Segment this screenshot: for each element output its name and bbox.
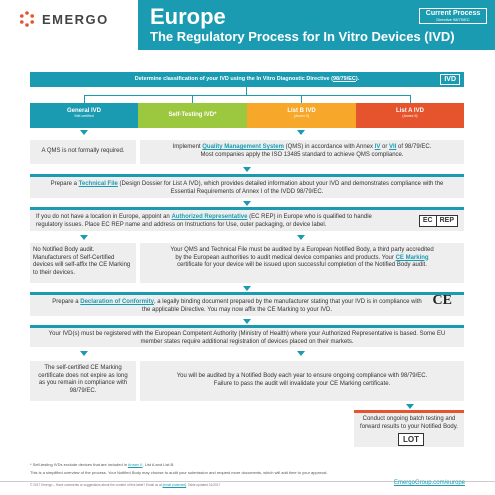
column-label: General IVD [66, 108, 101, 114]
column-self-testing-ivd: Self-Testing IVD* [138, 103, 247, 128]
connector-col2 [192, 95, 193, 103]
self-cert-no-expire-box: The self-certified CE Marking certificat… [30, 361, 136, 401]
classification-text-post: ). [355, 76, 360, 82]
arrow-down [406, 404, 414, 409]
arrow-down [243, 286, 251, 291]
qms-text-line2: Most companies apply the ISO 13485 stand… [200, 151, 404, 158]
column-sublabel: Self-certified [74, 114, 94, 118]
ec-rep-badge: EC REP [418, 215, 458, 227]
technical-file-link[interactable]: Technical File [78, 181, 118, 187]
arrow-down [297, 235, 305, 240]
connector-vertical [246, 87, 247, 95]
arrow-down [297, 130, 305, 135]
declaration-step: Prepare a Declaration of Conformity, a l… [30, 292, 464, 316]
notified-body-audit-box: Your QMS and Technical File must be audi… [140, 243, 464, 283]
qms-text-post: of 98/79/EC. [396, 144, 432, 150]
classification-columns: General IVD Self-certified Self-Testing … [30, 103, 464, 128]
emergo-logo-icon [20, 11, 34, 27]
audit-text-pre: Your QMS and Technical File must be audi… [170, 247, 434, 261]
qms-text-mid: (QMS) in accordance with Annex [283, 144, 375, 150]
classification-text-pre: Determine classification of your IVD usi… [134, 76, 333, 82]
current-process-badge: Current Process Directive 98/79/EC [419, 8, 487, 24]
technical-file-text-pre: Prepare a [50, 181, 79, 187]
authorized-rep-text-pre: If you do not have a location in Europe,… [36, 214, 172, 220]
column-label: Self-Testing IVD* [168, 112, 217, 118]
page-subtitle: The Regulatory Process for In Vitro Devi… [150, 29, 455, 44]
classification-step: Determine classification of your IVD usi… [30, 72, 464, 87]
declaration-text-pre: Prepare a [52, 299, 81, 305]
annex-ii-link[interactable]: Annex II [127, 462, 143, 467]
ec-rep-badge-right: REP [435, 216, 457, 226]
qms-link[interactable]: Quality Management System [202, 144, 284, 150]
arrow-down [297, 351, 305, 356]
qms-text-pre: Implement [172, 144, 203, 150]
logo-text: EMERGO [42, 11, 109, 27]
qms-required-box: Implement Quality Management System (QMS… [140, 140, 464, 164]
footnote-self-testing-pre: * Self-testing IVDs exclude devices that… [30, 462, 128, 467]
column-list-b-ivd: List B IVD (Annex II) [247, 103, 356, 128]
arrow-down [243, 319, 251, 324]
qms-left-text: A QMS is not formally required. [41, 148, 125, 154]
footer-copyright-post: . Table updated 01/2017 [186, 483, 221, 487]
connector-col3 [301, 95, 302, 103]
no-audit-box: No Notified Body audit. Manufacturers of… [30, 243, 136, 283]
ivd-tag: IVD [440, 74, 460, 85]
current-process-label: Current Process [425, 10, 481, 17]
ce-mark-icon: CE [432, 293, 452, 308]
technical-file-text-post: (Design Dossier for List A IVD), which p… [117, 181, 444, 195]
column-label: List A IVD [396, 108, 424, 114]
footnote-simplified: This is a simplified overview of the pro… [30, 470, 328, 475]
authorized-rep-text-post: (EC REP) in Europe who is qualified to h… [36, 214, 372, 228]
arrow-down [80, 235, 88, 240]
page-title: Europe [150, 4, 226, 29]
no-audit-text: No Notified Body audit. Manufacturers of… [33, 247, 131, 276]
annual-audit-text: You will be audited by a Notified Body e… [176, 373, 428, 387]
audit-text-post: certificate for your device will be issu… [177, 262, 427, 268]
connector-horizontal [84, 95, 411, 96]
annex-iv-link[interactable]: IV [374, 144, 381, 150]
footer-divider [0, 481, 495, 482]
footer-copyright-pre: © 2017 Emergo – Have comments or suggest… [30, 483, 163, 487]
authorized-rep-step: If you do not have a location in Europe,… [30, 207, 464, 231]
qms-not-required-box: A QMS is not formally required. [30, 140, 136, 164]
authorized-rep-link[interactable]: Authorized Representative [171, 214, 248, 220]
ec-rep-badge-left: EC [422, 217, 433, 224]
batch-testing-text: Conduct ongoing batch testing and forwar… [360, 416, 458, 430]
registration-step: Your IVD(s) must be registered with the … [30, 325, 464, 347]
column-general-ivd: General IVD Self-certified [30, 103, 138, 128]
arrow-down [80, 130, 88, 135]
column-list-a-ivd: List A IVD (Annex II) [356, 103, 464, 128]
connector-col1 [84, 95, 85, 103]
column-label: List B IVD [287, 108, 316, 114]
column-sublabel: (Annex II) [293, 114, 310, 118]
declaration-link[interactable]: Declaration of Conformity [80, 299, 154, 305]
annex-vii-link[interactable]: VII [389, 144, 397, 150]
directive-link[interactable]: 98/79/EC [332, 76, 356, 82]
footer-url-link[interactable]: EmergoGroup.com/europe [393, 480, 465, 486]
footer-email-link[interactable]: [email protected] [162, 483, 187, 487]
registration-text: Your IVD(s) must be registered with the … [48, 331, 446, 345]
footnote-self-testing-post: , List A and List B. [142, 462, 175, 467]
annual-audit-box: You will be audited by a Notified Body e… [140, 361, 464, 401]
declaration-text-post: , a legally binding document prepared by… [142, 299, 422, 313]
directive-label: Directive 98/79/EC [436, 17, 470, 22]
arrow-down [243, 167, 251, 172]
footnote-self-testing: * Self-testing IVDs exclude devices that… [30, 462, 174, 467]
lot-icon: LOT [398, 433, 424, 446]
footer-copyright: © 2017 Emergo – Have comments or suggest… [30, 483, 220, 487]
qms-text-or: or [380, 144, 390, 150]
emergo-logo: EMERGO [18, 10, 109, 28]
column-sublabel: (Annex II) [402, 114, 418, 118]
arrow-down [243, 201, 251, 206]
self-cert-text: The self-certified CE Marking certificat… [38, 365, 128, 394]
technical-file-step: Prepare a Technical File (Design Dossier… [30, 174, 464, 198]
connector-col4 [410, 95, 411, 103]
header: EMERGO Europe The Regulatory Process for… [0, 0, 495, 58]
ce-marking-link[interactable]: CE Marking [395, 254, 429, 261]
arrow-down [80, 351, 88, 356]
